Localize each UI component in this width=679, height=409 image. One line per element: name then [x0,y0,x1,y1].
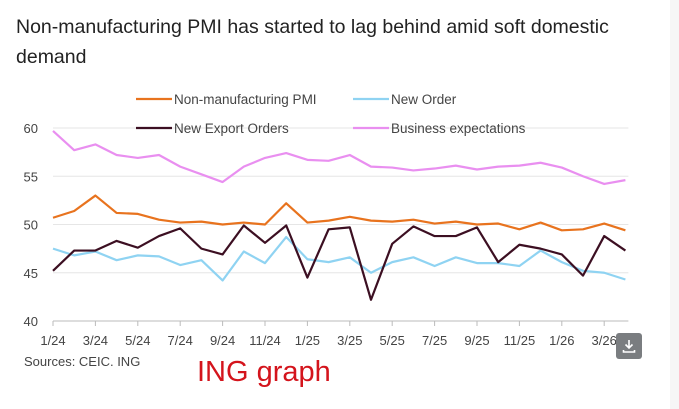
x-tick-label: 3/25 [337,333,362,348]
series-line-new-order [52,235,626,282]
series-line-new-export-orders [52,224,627,301]
x-tick-label: 9/25 [464,333,489,348]
download-icon [622,340,636,353]
download-button[interactable] [616,333,642,359]
x-tick-label: 1/24 [40,333,65,348]
x-tick-label: 11/24 [249,333,281,348]
watermark-text: ING graph [197,356,331,388]
legend-label: New Order [391,92,457,107]
scroll-gutter [670,0,679,409]
x-tick-label: 9/24 [210,333,235,348]
legend-label: Non-manufacturing PMI [174,92,317,107]
legend-label: New Export Orders [174,121,289,136]
series-line-non-manufacturing-pmi [52,194,626,232]
series-line-business-expectations [52,130,626,186]
x-tick-label: 7/25 [422,333,447,348]
y-tick-label: 60 [24,121,38,136]
x-tick-label: 3/26 [592,333,617,348]
x-tick-label: 5/24 [125,333,150,348]
y-tick-label: 50 [24,218,38,233]
y-tick-label: 45 [24,266,38,281]
chart-title: Non-manufacturing PMI has started to lag… [16,16,609,68]
x-tick-label: 3/24 [83,333,108,348]
x-tick-label: 1/26 [549,333,574,348]
y-tick-label: 55 [24,169,38,184]
legend-label: Business expectations [391,121,526,136]
source-note: Sources: CEIC. ING [24,354,141,369]
x-tick-label: 7/24 [168,333,193,348]
x-tick-label: 5/25 [380,333,405,348]
y-tick-label: 40 [24,314,38,329]
x-tick-label: 1/25 [295,333,320,348]
x-tick-label: 11/25 [504,333,536,348]
